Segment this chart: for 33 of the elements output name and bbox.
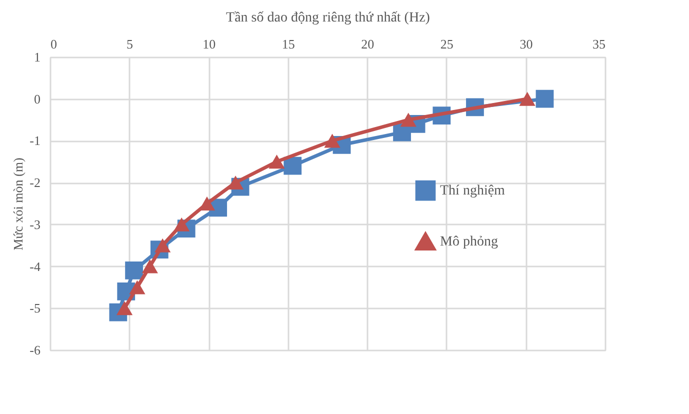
legend-label: Thí nghiệm [440,184,506,199]
point [536,90,554,108]
x-tick-label: 30 [520,36,533,52]
y-tick-label: -2 [30,175,40,190]
point [400,112,416,127]
y-tick-label: -6 [30,342,41,358]
y-tick-label: 1 [34,50,40,64]
point [519,92,536,106]
legend-label: Mô phỏng [440,234,498,250]
point [116,301,133,316]
point [324,134,340,148]
y-axis-title: Mức xói mòn (m) [10,158,26,250]
y-tick-label: 0 [34,91,40,106]
point [284,156,302,175]
y-tick-label: -3 [30,216,40,232]
point [268,154,285,169]
x-tick-label: 25 [440,36,454,52]
y-tick-label: -5 [30,300,40,316]
point [174,217,190,232]
point [142,259,158,274]
y-tick-label: -1 [30,133,40,148]
x-tick-label: 0 [50,36,57,52]
x-tick-label: 10 [202,36,216,52]
y-tick-label: -4 [30,258,41,274]
x-tick-label: 5 [126,36,134,52]
point [154,238,171,252]
point [125,262,143,280]
x-tick-label: 20 [361,36,374,52]
x-tick-label: 15 [282,36,295,52]
point [129,280,146,294]
point [227,176,244,190]
x-axis-title: Tần số dao động riêng thứ nhất (Hz) [226,10,430,26]
x-tick-label: 35 [592,36,606,52]
